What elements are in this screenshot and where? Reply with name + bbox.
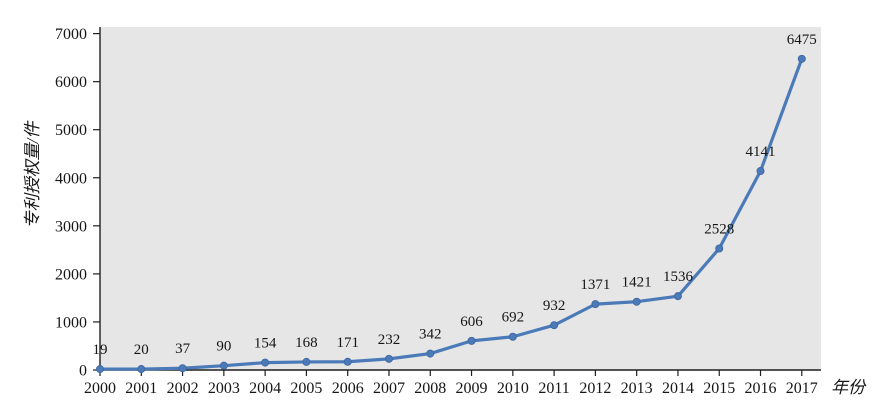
data-label: 606 <box>460 314 483 330</box>
data-point <box>756 166 765 175</box>
data-point <box>797 54 806 63</box>
data-label: 232 <box>378 332 401 348</box>
x-tick-label: 2017 <box>786 380 818 397</box>
y-tick-label: 3000 <box>55 218 87 235</box>
data-point <box>632 297 641 306</box>
data-label: 1421 <box>622 275 652 291</box>
y-axis-title: 专利授权量/件 <box>23 120 42 229</box>
data-point <box>178 364 187 373</box>
data-label: 2528 <box>704 222 734 238</box>
x-tick-label: 2002 <box>167 380 199 397</box>
data-point <box>302 357 311 366</box>
data-label: 168 <box>295 335 318 351</box>
data-point <box>715 244 724 253</box>
data-label: 692 <box>502 310 525 326</box>
series-line <box>98 57 804 371</box>
data-point <box>591 300 600 309</box>
data-point <box>384 354 393 363</box>
x-tick-label: 2001 <box>125 380 157 397</box>
data-label: 6475 <box>787 32 817 48</box>
x-tick-label: 2013 <box>621 380 653 397</box>
data-label: 1371 <box>580 277 610 293</box>
x-tick-label: 2009 <box>456 380 488 397</box>
x-tick-label: 2010 <box>497 380 529 397</box>
data-label: 171 <box>336 335 359 351</box>
data-point <box>137 365 146 374</box>
x-tick-label: 2011 <box>538 380 569 397</box>
x-tick-label: 2004 <box>249 380 281 397</box>
data-point <box>426 349 435 358</box>
data-point <box>343 357 352 366</box>
y-tick-label: 4000 <box>55 170 87 187</box>
data-point <box>219 361 228 370</box>
data-label: 90 <box>216 339 231 355</box>
x-tick-label: 2015 <box>703 380 735 397</box>
data-point <box>96 365 105 374</box>
x-tick-label: 2014 <box>662 380 694 397</box>
x-tick-label: 2008 <box>414 380 446 397</box>
y-tick-label: 0 <box>79 363 87 380</box>
data-point <box>508 332 517 341</box>
data-labels: 19 20 37 90 154 168 171 232 342 606 692 932 1371 1421… <box>93 32 817 358</box>
y-tick-label: 2000 <box>55 266 87 283</box>
y-tick-label: 7000 <box>55 26 87 43</box>
y-axis-ticks: 0 1000 2000 3000 4000 5000 6000 7000 <box>55 26 100 380</box>
data-label: 20 <box>134 342 149 358</box>
data-label: 342 <box>419 327 442 343</box>
x-tick-label: 2006 <box>332 380 364 397</box>
data-label: 19 <box>93 342 108 358</box>
data-label: 4141 <box>746 144 776 160</box>
x-axis-title: 年份 <box>831 378 867 397</box>
data-label: 154 <box>254 336 277 352</box>
data-label: 932 <box>543 298 566 314</box>
x-tick-label: 2003 <box>208 380 240 397</box>
plot-area <box>100 27 821 370</box>
y-tick-label: 1000 <box>55 314 87 331</box>
data-point <box>673 292 682 301</box>
y-tick-label: 6000 <box>55 74 87 91</box>
x-tick-label: 2012 <box>579 380 611 397</box>
x-tick-label: 2007 <box>373 380 405 397</box>
x-tick-label: 2000 <box>84 380 116 397</box>
data-point <box>550 321 559 330</box>
x-tick-label: 2016 <box>745 380 777 397</box>
y-tick-label: 5000 <box>55 122 87 139</box>
data-label: 1536 <box>663 269 694 285</box>
x-tick-label: 2005 <box>290 380 322 397</box>
data-label: 37 <box>175 341 191 357</box>
data-point <box>261 358 270 367</box>
data-point <box>467 336 476 345</box>
x-axis-ticks: 2000 2001 2002 2003 2004 2005 2006 2007 2008 2009… <box>84 370 818 397</box>
data-series <box>96 54 806 374</box>
